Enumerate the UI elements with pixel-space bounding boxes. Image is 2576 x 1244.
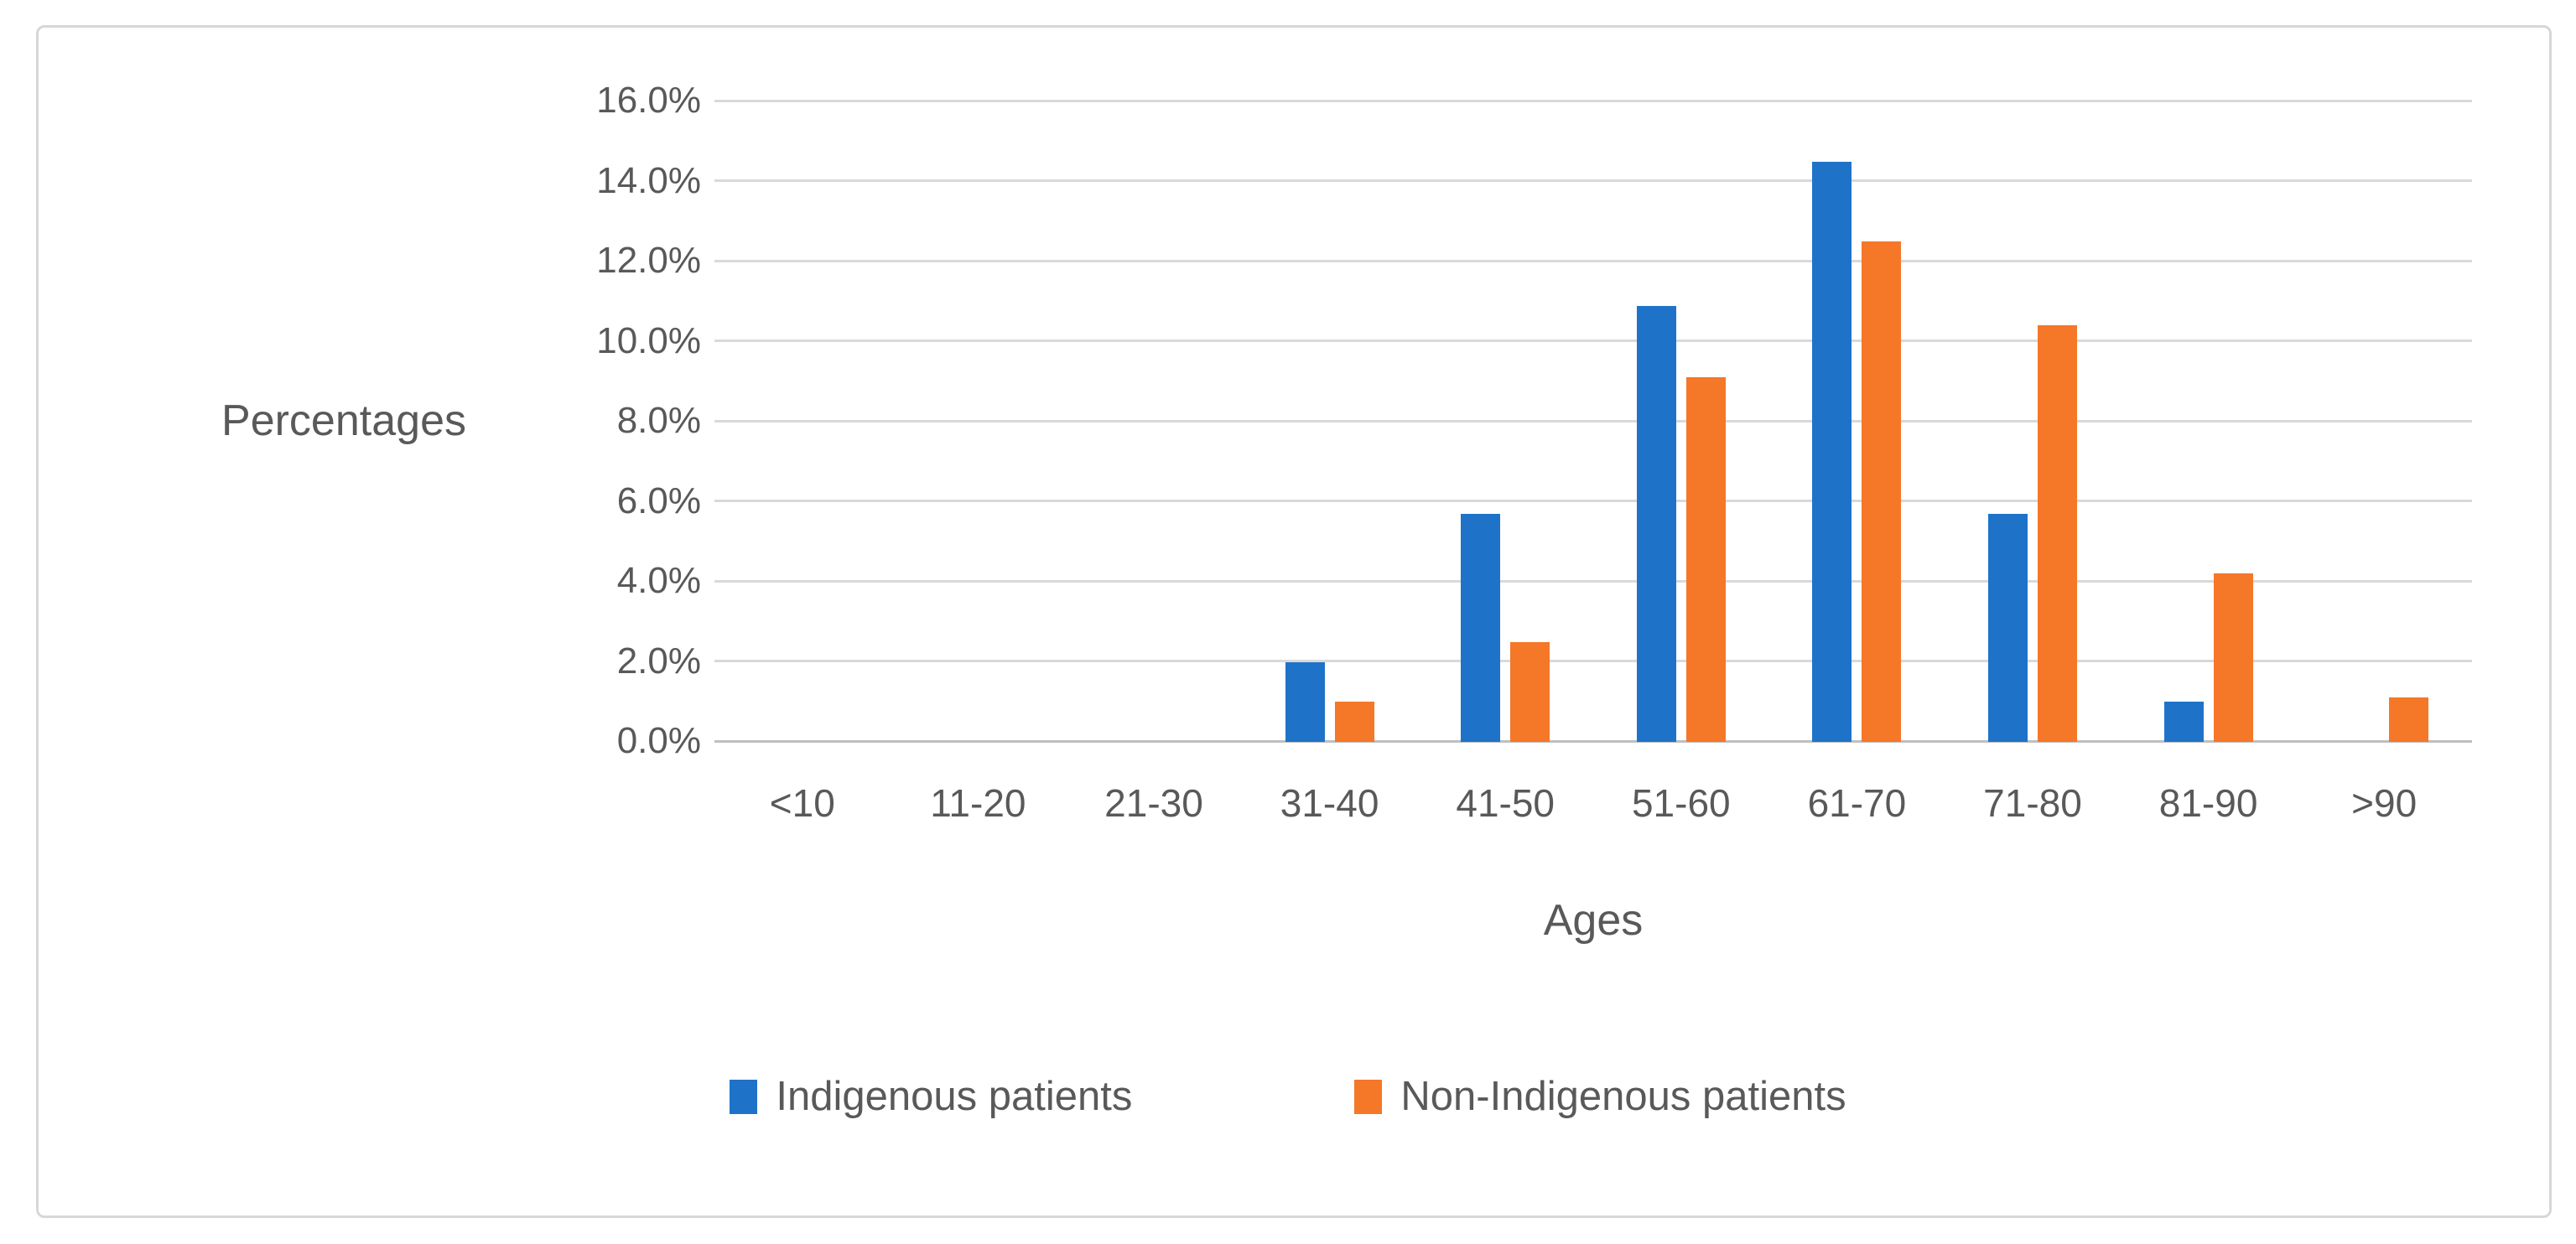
x-tick-label: 31-40 (1280, 781, 1379, 825)
chart-frame (36, 25, 2552, 1218)
bar-non-indigenous (1685, 377, 1726, 742)
x-tick-label: 61-70 (1807, 781, 1907, 825)
gridline (714, 419, 2472, 422)
legend-label-indigenous: Indigenous patients (776, 1074, 1133, 1119)
x-tick-label: 51-60 (1631, 781, 1731, 825)
x-tick-label: 81-90 (2158, 781, 2258, 825)
legend-item-indigenous: Indigenous patients (730, 1071, 1132, 1122)
bar-indigenous (1461, 513, 1501, 742)
gridline (714, 340, 2472, 342)
gridline (714, 99, 2472, 102)
y-tick-label: 6.0% (616, 479, 701, 521)
y-tick-label: 8.0% (616, 400, 701, 441)
gridline (714, 500, 2472, 502)
y-tick-label: 14.0% (596, 159, 701, 201)
legend-swatch-non-indigenous-icon (1354, 1079, 1383, 1114)
bar-indigenous (2163, 702, 2204, 742)
x-tick-label: 21-30 (1104, 781, 1203, 825)
gridline (714, 579, 2472, 583)
legend-item-non-indigenous: Non-Indigenous patients (1354, 1071, 1846, 1122)
y-tick-label: 4.0% (616, 560, 701, 601)
y-tick-label: 16.0% (596, 80, 701, 121)
y-tick-label: 10.0% (596, 319, 701, 361)
bar-indigenous (1636, 305, 1676, 742)
y-tick-label: 2.0% (616, 640, 701, 682)
bar-indigenous (1988, 513, 2028, 742)
gridline (714, 179, 2472, 182)
bar-non-indigenous (2389, 697, 2429, 742)
x-tick-label: 71-80 (1983, 781, 2082, 825)
legend-swatch-indigenous-icon (730, 1079, 758, 1114)
bar-non-indigenous (2038, 325, 2077, 742)
x-tick-label: <10 (769, 781, 835, 825)
y-axis-title: Percentages (221, 397, 466, 445)
bar-indigenous (1812, 161, 1852, 742)
x-axis-title: Ages (1543, 896, 1644, 945)
x-tick-label: 11-20 (930, 781, 1026, 825)
bar-non-indigenous (1334, 702, 1374, 742)
gridline (714, 660, 2472, 662)
gridline (714, 259, 2472, 262)
bar-non-indigenous (1862, 241, 1902, 742)
legend-label-non-indigenous: Non-Indigenous patients (1400, 1074, 1846, 1119)
x-tick-label: 41-50 (1456, 781, 1555, 825)
y-tick-label: 0.0% (616, 720, 701, 761)
x-axis-line (714, 739, 2472, 743)
legend: Indigenous patients Non-Indigenous patie… (0, 1071, 2576, 1122)
y-tick-label: 12.0% (596, 240, 701, 281)
bar-indigenous (1285, 661, 1325, 742)
bar-non-indigenous (2213, 573, 2253, 742)
x-tick-label: >90 (2351, 781, 2418, 825)
bar-non-indigenous (1510, 641, 1550, 742)
